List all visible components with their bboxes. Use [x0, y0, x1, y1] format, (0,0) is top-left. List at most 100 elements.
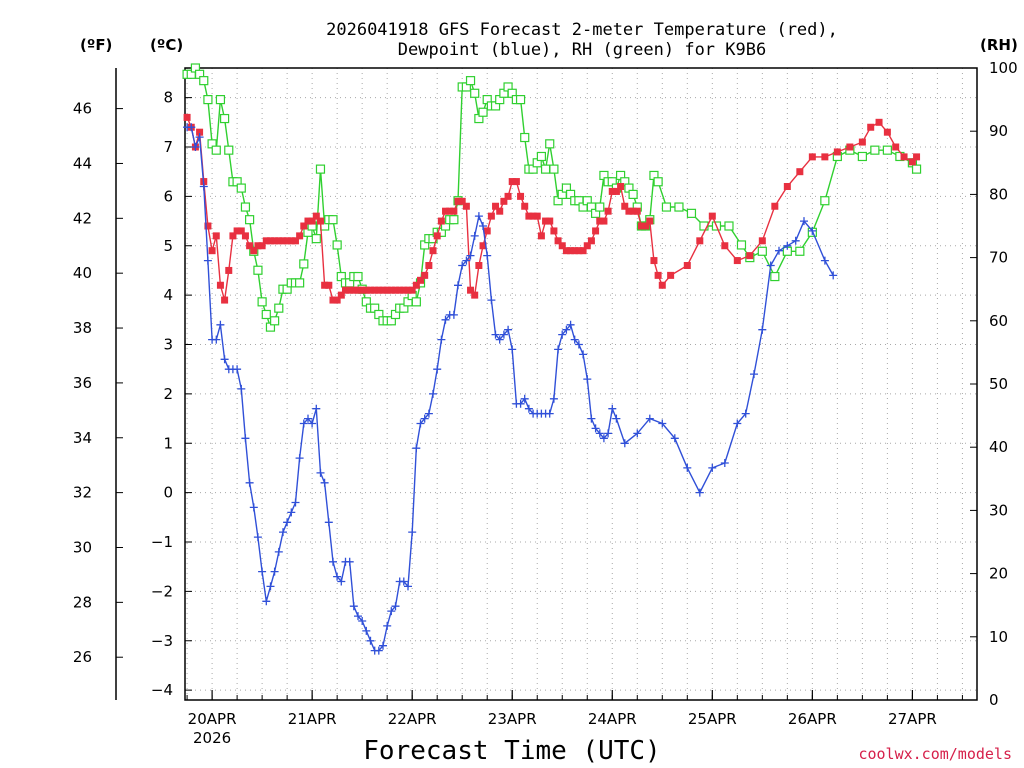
temperature-point: [233, 227, 241, 235]
rh-point: [478, 107, 488, 117]
rh-point: [724, 221, 734, 231]
temperature-point: [575, 247, 583, 255]
rh-point: [857, 151, 867, 162]
dewpoint-point: [391, 602, 400, 611]
dewpoint-point: [383, 621, 392, 630]
x-tick-label: 24APR: [588, 710, 637, 728]
fahrenheit-tick-label: 46: [73, 100, 92, 118]
celsius-tick-label: 5: [163, 237, 173, 255]
dewpoint-point: [449, 310, 458, 319]
fahrenheit-tick-label: 28: [73, 593, 92, 611]
dewpoint-point: [612, 414, 621, 423]
rh-point: [820, 196, 830, 206]
temperature-point: [542, 217, 550, 225]
temperature-point: [250, 247, 258, 255]
temperature-point: [221, 296, 229, 304]
dewpoint-point: [483, 251, 492, 260]
temperature-point: [412, 281, 420, 289]
rh-point: [870, 145, 880, 155]
x-tick-label: 21APR: [288, 710, 337, 728]
temperature-point: [567, 247, 575, 255]
dewpoint-series: [183, 123, 838, 655]
celsius-tick-label: 4: [163, 286, 173, 304]
dewpoint-point: [295, 454, 304, 463]
dewpoint-point: [316, 468, 325, 477]
temperature-point: [858, 138, 866, 146]
fahrenheit-tick-label: 44: [73, 154, 92, 172]
rh-point: [411, 297, 421, 307]
temperature-point: [546, 217, 554, 225]
dewpoint-point: [741, 409, 750, 418]
rh-point: [332, 240, 342, 250]
temperature-point: [216, 281, 224, 289]
temperature-point: [537, 232, 545, 240]
dewpoint-point: [191, 143, 200, 151]
temperature-point: [517, 192, 525, 200]
celsius-tick-label: 0: [163, 484, 173, 502]
dewpoint-point: [708, 463, 717, 472]
temperature-point: [375, 286, 383, 294]
temperature-point: [487, 212, 495, 220]
temperature-point: [246, 242, 254, 250]
dewpoint-point: [354, 612, 362, 621]
dewpoint-point: [599, 434, 608, 443]
dewpoint-point: [399, 577, 408, 586]
dewpoint-point: [374, 646, 383, 655]
dewpoint-point: [420, 414, 429, 423]
temperature-point: [646, 217, 654, 225]
dewpoint-point: [545, 409, 554, 418]
rh-point: [653, 177, 663, 187]
fahrenheit-tick-label: 34: [73, 429, 92, 447]
dewpoint-point: [562, 325, 571, 334]
dewpoint-point: [241, 434, 250, 443]
dewpoint-point: [604, 429, 613, 438]
dewpoint-point: [270, 567, 279, 576]
rh-point: [270, 316, 280, 326]
temperature-point: [612, 187, 620, 195]
rh-point: [770, 271, 780, 282]
celsius-unit-label: (ºC): [150, 36, 183, 54]
temperature-point: [771, 202, 779, 210]
temperature-point: [587, 237, 595, 245]
dewpoint-point: [574, 340, 583, 349]
temperature-point: [658, 281, 666, 289]
temperature-point: [291, 237, 299, 245]
temperature-point: [608, 187, 616, 195]
temperature-point: [366, 286, 374, 294]
temperature-point: [550, 227, 558, 235]
temperature-point: [358, 286, 366, 294]
temperature-point: [908, 158, 916, 166]
rh-point: [224, 145, 234, 155]
rh-point: [311, 234, 321, 244]
fahrenheit-tick-label: 40: [73, 264, 92, 282]
rh-unit-label: (RH): [980, 36, 1018, 54]
temperature-point: [237, 227, 245, 235]
credit-label: coolwx.com/models: [858, 745, 1012, 763]
rh-point: [236, 183, 246, 193]
dewpoint-point: [262, 597, 271, 606]
temperature-point: [467, 286, 475, 294]
rh-point: [353, 271, 363, 282]
x-tick-label: 22APR: [388, 710, 437, 728]
temperature-point: [229, 232, 237, 240]
rh-point: [540, 164, 551, 174]
dewpoint-point: [670, 434, 679, 443]
temperature-point: [296, 232, 304, 240]
rh-tick-label: 20: [989, 565, 1008, 583]
rh-point: [536, 151, 547, 162]
dewpoint-point: [333, 572, 342, 581]
dewpoint-point: [416, 419, 425, 428]
dewpoint-point: [379, 641, 387, 650]
dewpoint-point: [408, 528, 417, 537]
dewpoint-point: [462, 256, 471, 265]
dewpoint-point: [320, 478, 329, 487]
temperature-point: [562, 247, 570, 255]
rh-point: [686, 208, 697, 218]
dewpoint-point: [499, 330, 508, 339]
temperature-point: [492, 202, 500, 210]
dewpoint-point: [508, 345, 517, 354]
temperature-point: [241, 232, 249, 240]
x-tick-label: 23APR: [488, 710, 537, 728]
rh-tick-label: 0: [989, 691, 999, 709]
